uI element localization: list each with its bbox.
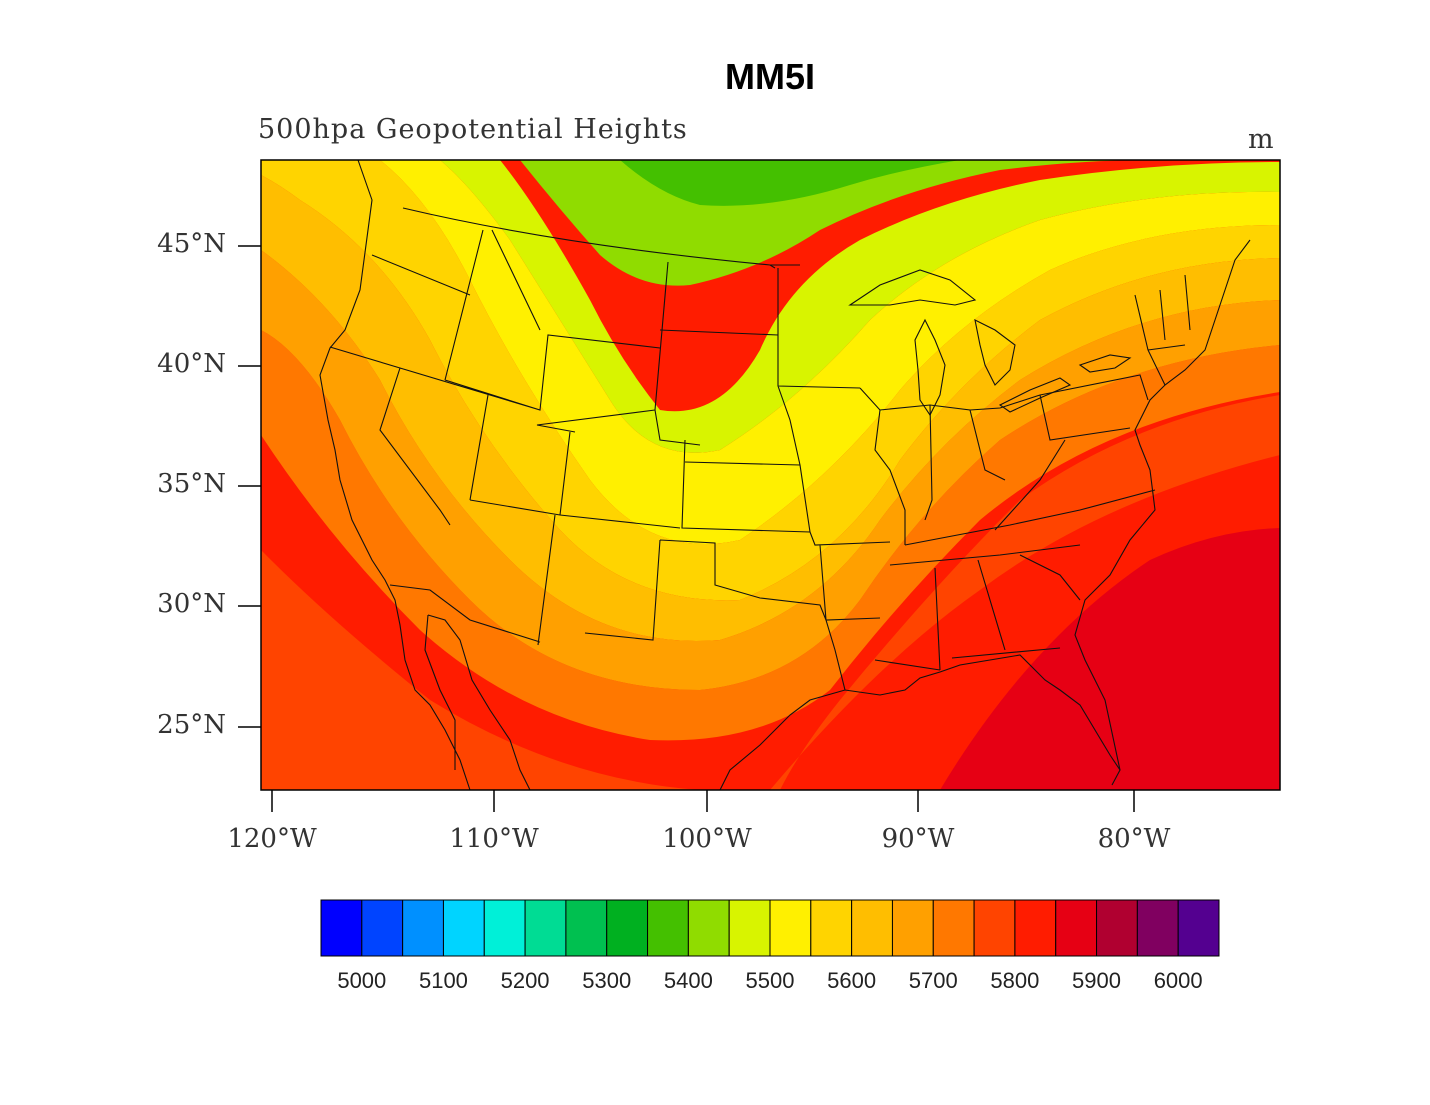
colorbar-swatch [851,899,893,957]
colorbar-swatch [1096,899,1138,957]
lon-label-100: 100°W [662,824,752,854]
colorbar-tick-label: 5600 [827,968,877,993]
colorbar-tick-label: 5200 [500,968,550,993]
lake-erie [998,377,1072,413]
atlantic-coastline [1074,239,1251,771]
colorbar-tick-label: 6000 [1153,968,1203,993]
colorbar-swatch [402,899,444,957]
contour-band [261,160,1280,601]
lon-ticks [271,790,1135,812]
colorbar-tick-label: 5400 [663,968,713,993]
baja-peninsula [424,614,531,790]
contour-band [620,160,960,206]
colorbar-swatch [565,899,608,957]
colorbar-swatch [1014,899,1057,957]
colorbar-swatch [320,899,363,957]
lake-superior [848,269,977,306]
state-lines [329,229,1191,691]
figure-title: MM5I [725,56,815,97]
colorbar-tick-label: 5700 [908,968,958,993]
lat-ticks [238,245,261,728]
contour-band [261,330,1280,741]
colorbar-tick-label: 5000 [337,968,387,993]
colorbar-swatch [442,899,485,957]
lat-label-40: 40°N [157,349,226,379]
colorbar-swatch [606,899,649,957]
lon-label-80: 80°W [1097,824,1171,854]
contour-band [261,550,700,790]
colorbar [320,899,1220,957]
colorbar-swatch [687,899,730,957]
colorbar-tick-label: 5900 [1072,968,1121,993]
colorbar-swatch [810,899,853,957]
lat-label-25: 25°N [157,710,226,740]
lat-label-35: 35°N [157,469,226,499]
colorbar-tick-label: 5300 [582,968,632,993]
colorbar-swatch [483,899,526,957]
colorbar-swatch [973,899,1016,957]
canada-border [402,207,800,269]
contour-band [261,250,1280,690]
units-label: m [1248,124,1274,155]
colorbar-swatch [1136,899,1179,957]
colorbar-tick-label: 5100 [418,968,468,993]
colorbar-swatch [891,899,934,957]
plot-subtitle: 500hpa Geopotential Heights [258,114,688,145]
lake-huron [974,319,1016,386]
colorbar-swatch [728,899,771,957]
lat-label-45: 45°N [157,229,226,259]
lon-label-120: 120°W [227,824,317,854]
lon-label-90: 90°W [881,824,955,854]
contour-band [940,528,1280,790]
lon-label-110: 110°W [449,824,539,854]
colorbar-swatch [1177,899,1220,957]
lake-ontario [1078,354,1132,373]
contour-band [380,160,1280,544]
state-borders [319,160,1251,790]
colorbar-tick-label: 5500 [745,968,795,993]
colorbar-swatch [769,899,812,957]
colorbar-swatch [524,899,567,957]
contour-band [261,175,1280,641]
plot-frame [260,159,1281,791]
colorbar-swatch [932,899,975,957]
colorbar-swatch [1055,899,1098,957]
lat-label-30: 30°N [157,589,226,619]
pacific-coastline [319,160,471,790]
colorbar-swatch [361,899,404,957]
gulf-coastline [719,654,1121,790]
colorbar-tick-label: 5800 [990,968,1040,993]
colorbar-swatch [647,899,689,957]
contour-band [440,160,1280,453]
